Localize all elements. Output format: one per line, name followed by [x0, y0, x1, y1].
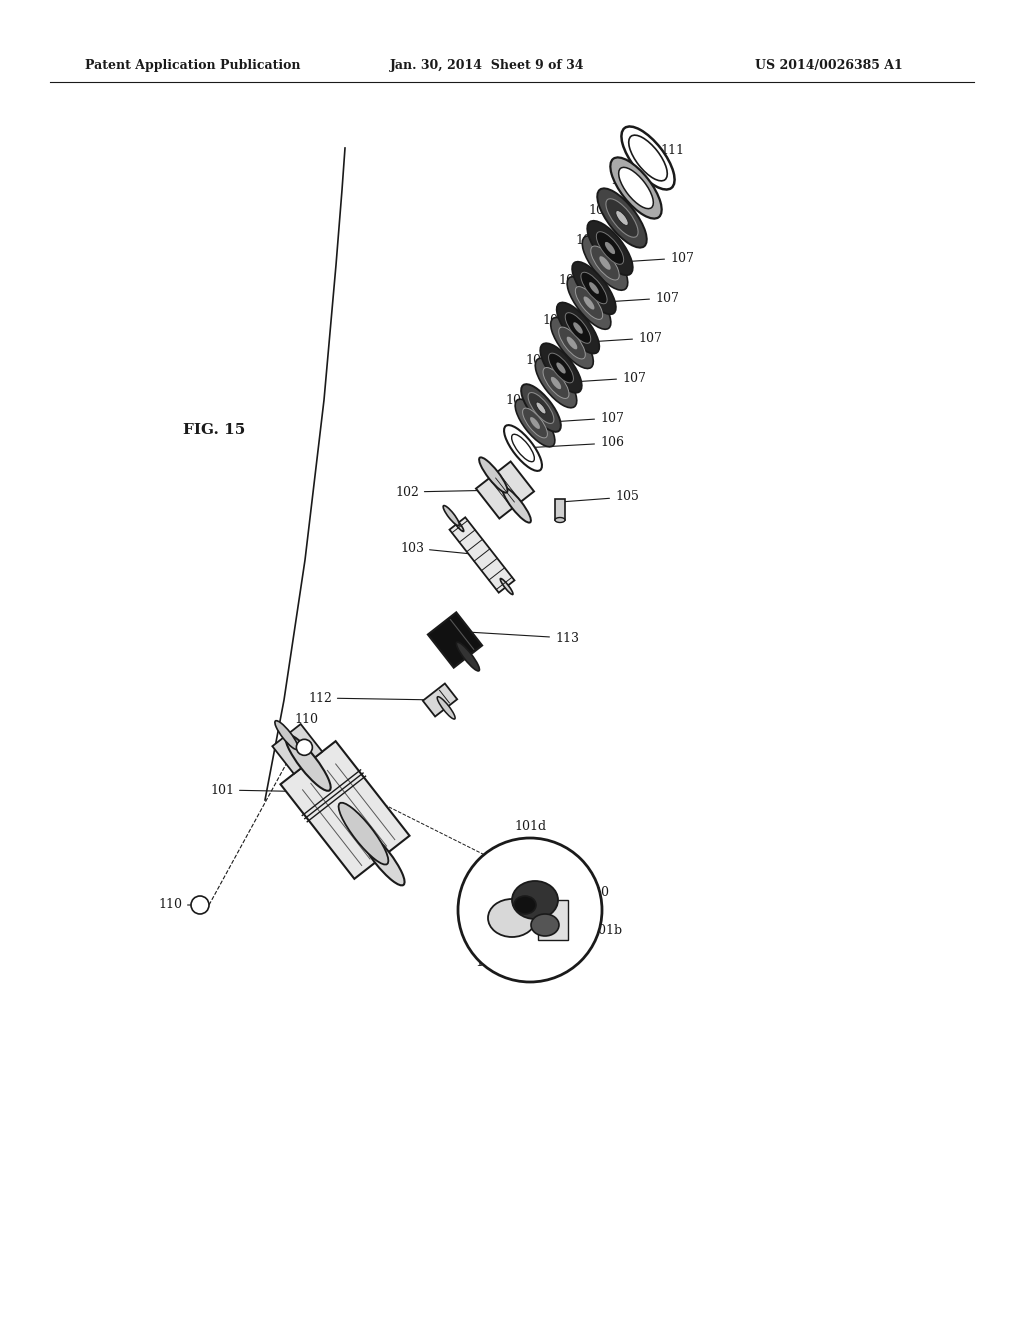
Text: 109: 109: [610, 173, 634, 186]
Text: 108: 108: [558, 273, 592, 288]
Ellipse shape: [512, 434, 535, 462]
Ellipse shape: [536, 358, 577, 408]
Ellipse shape: [589, 282, 599, 294]
Ellipse shape: [359, 829, 404, 886]
Text: 112: 112: [308, 692, 437, 705]
Polygon shape: [555, 499, 565, 520]
Text: 106: 106: [525, 437, 624, 450]
Ellipse shape: [584, 297, 595, 310]
Ellipse shape: [515, 399, 555, 447]
Ellipse shape: [286, 735, 331, 791]
Circle shape: [458, 838, 602, 982]
Text: 103: 103: [400, 541, 479, 554]
Polygon shape: [450, 517, 514, 593]
Text: 107: 107: [608, 252, 694, 264]
Polygon shape: [476, 462, 535, 519]
Text: 107: 107: [592, 292, 679, 305]
Ellipse shape: [573, 322, 583, 334]
Ellipse shape: [457, 642, 479, 671]
Ellipse shape: [443, 506, 460, 525]
Ellipse shape: [555, 517, 565, 523]
Text: 104: 104: [505, 393, 539, 407]
Text: US 2014/0026385 A1: US 2014/0026385 A1: [755, 58, 903, 71]
Ellipse shape: [479, 457, 508, 492]
Text: 130: 130: [551, 886, 609, 899]
Ellipse shape: [528, 392, 554, 424]
Text: 113: 113: [470, 631, 579, 644]
Text: 107: 107: [538, 412, 624, 425]
Ellipse shape: [605, 242, 615, 255]
Text: 101d: 101d: [514, 820, 546, 833]
Ellipse shape: [274, 721, 298, 750]
Text: 110: 110: [158, 899, 193, 912]
Text: 107: 107: [559, 371, 646, 384]
Ellipse shape: [541, 343, 582, 393]
Ellipse shape: [339, 803, 388, 865]
Text: 101b: 101b: [562, 916, 623, 936]
Ellipse shape: [618, 168, 653, 209]
Text: Patent Application Publication: Patent Application Publication: [85, 58, 300, 71]
Text: 108: 108: [575, 234, 607, 247]
Ellipse shape: [521, 384, 561, 432]
Ellipse shape: [551, 318, 593, 368]
Text: 108: 108: [542, 314, 575, 327]
Text: FIG. 15: FIG. 15: [183, 422, 246, 437]
Ellipse shape: [575, 286, 603, 319]
Ellipse shape: [591, 246, 620, 280]
Text: 101: 101: [210, 784, 365, 796]
Ellipse shape: [567, 277, 611, 329]
Text: 111: 111: [650, 144, 684, 157]
Ellipse shape: [536, 403, 546, 414]
Ellipse shape: [581, 272, 607, 304]
Text: 101c: 101c: [540, 941, 571, 972]
Ellipse shape: [549, 354, 573, 383]
Text: 104: 104: [588, 203, 620, 216]
Ellipse shape: [572, 261, 615, 314]
Ellipse shape: [615, 211, 628, 226]
Text: 102: 102: [395, 486, 502, 499]
Ellipse shape: [556, 363, 565, 374]
Ellipse shape: [551, 376, 561, 389]
Ellipse shape: [629, 135, 668, 181]
Ellipse shape: [557, 302, 599, 354]
Ellipse shape: [522, 408, 548, 438]
Ellipse shape: [559, 327, 586, 359]
Text: 108: 108: [525, 354, 558, 367]
Ellipse shape: [565, 313, 591, 343]
Ellipse shape: [501, 578, 513, 594]
Ellipse shape: [512, 880, 558, 919]
Polygon shape: [423, 684, 457, 717]
Ellipse shape: [587, 220, 633, 275]
Ellipse shape: [583, 236, 628, 290]
Ellipse shape: [596, 232, 624, 264]
Polygon shape: [538, 900, 568, 940]
Text: 105: 105: [563, 491, 639, 503]
Text: 101a: 101a: [475, 940, 510, 969]
Ellipse shape: [610, 157, 662, 219]
Text: 107: 107: [574, 331, 662, 345]
Ellipse shape: [531, 913, 559, 936]
Circle shape: [296, 739, 312, 755]
Ellipse shape: [566, 337, 578, 350]
Ellipse shape: [599, 256, 610, 269]
Ellipse shape: [437, 697, 455, 719]
Ellipse shape: [504, 425, 542, 471]
Polygon shape: [428, 612, 482, 668]
Text: 110: 110: [294, 713, 318, 737]
Polygon shape: [281, 741, 410, 879]
Ellipse shape: [503, 487, 530, 523]
Ellipse shape: [451, 516, 464, 532]
Text: Jan. 30, 2014  Sheet 9 of 34: Jan. 30, 2014 Sheet 9 of 34: [390, 58, 585, 71]
Polygon shape: [272, 725, 323, 774]
Ellipse shape: [606, 199, 638, 238]
Ellipse shape: [514, 896, 536, 913]
Ellipse shape: [597, 189, 647, 248]
Circle shape: [191, 896, 209, 913]
Ellipse shape: [543, 367, 569, 399]
Ellipse shape: [530, 417, 540, 429]
Ellipse shape: [488, 899, 536, 937]
Ellipse shape: [622, 127, 675, 190]
